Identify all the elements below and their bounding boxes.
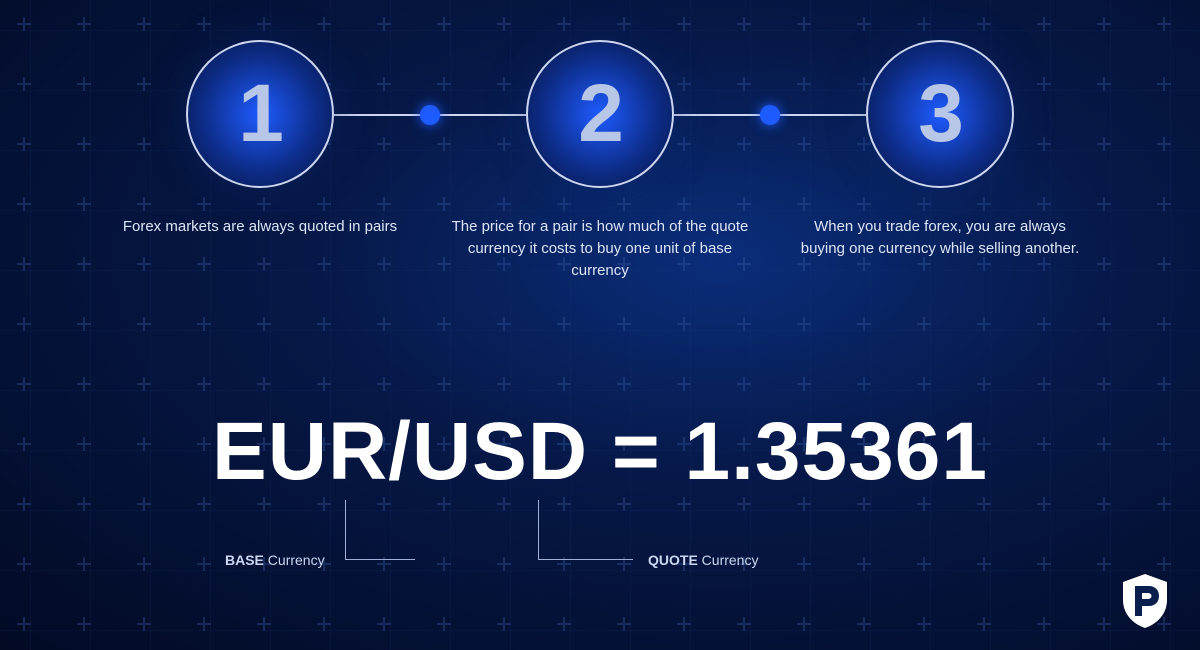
step-3: 3 When you trade forex, you are always b… <box>770 40 1110 260</box>
quote-label-bold: QUOTE <box>648 552 698 568</box>
step-3-text: When you trade forex, you are always buy… <box>790 216 1090 260</box>
step-2-text: The price for a pair is how much of the … <box>450 216 750 281</box>
base-label-line <box>345 500 415 560</box>
brand-logo <box>1115 570 1175 630</box>
formula: EUR/USD = 1.35361 <box>0 405 1200 499</box>
quote-label-line <box>538 500 633 560</box>
step-1-circle: 1 <box>186 40 334 188</box>
step-3-number: 3 <box>918 67 962 161</box>
logo-shield-icon <box>1115 570 1175 630</box>
base-label: BASE Currency <box>225 552 325 568</box>
steps-row: 1 Forex markets are always quoted in pai… <box>0 40 1200 281</box>
step-2-number: 2 <box>578 67 622 161</box>
step-1-text: Forex markets are always quoted in pairs <box>123 216 397 238</box>
formula-text: EUR/USD = 1.35361 <box>212 406 988 497</box>
base-label-rest: Currency <box>264 552 325 568</box>
step-1: 1 Forex markets are always quoted in pai… <box>90 40 430 238</box>
step-3-circle: 3 <box>866 40 1014 188</box>
quote-label: QUOTE Currency <box>648 552 758 568</box>
step-2-circle: 2 <box>526 40 674 188</box>
step-2: 2 The price for a pair is how much of th… <box>430 40 770 281</box>
step-1-number: 1 <box>238 67 282 161</box>
base-label-bold: BASE <box>225 552 264 568</box>
quote-label-rest: Currency <box>698 552 759 568</box>
